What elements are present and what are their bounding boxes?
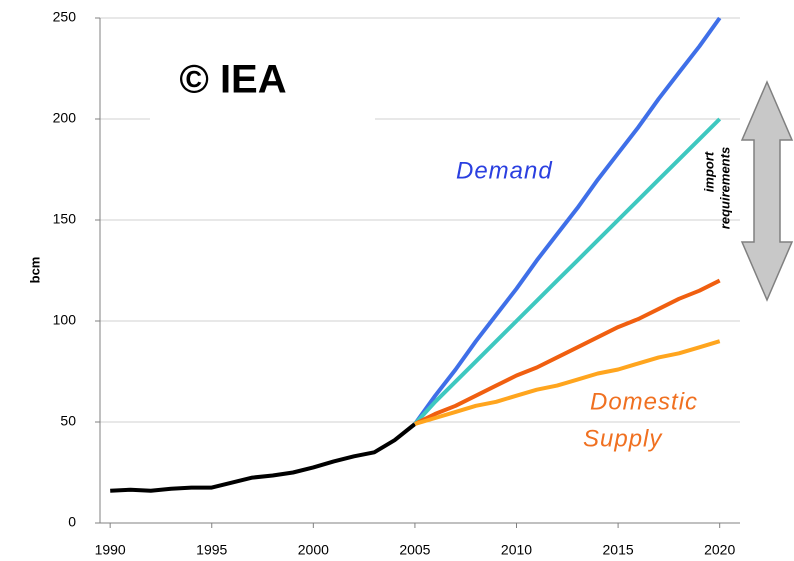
supply-label: Supply: [583, 425, 663, 452]
watermark-box: [150, 40, 375, 130]
x-tick-label: 2000: [298, 542, 329, 558]
y-axis-label: bcm: [27, 257, 42, 284]
series-line: [414, 339, 721, 426]
y-tick-label: 150: [53, 211, 77, 227]
supply-label: Domestic: [590, 388, 698, 415]
x-tick-label: 1990: [95, 542, 126, 558]
demand-label: Demand: [456, 157, 553, 184]
imports-label: requirements: [717, 147, 732, 229]
y-tick-label: 200: [53, 110, 77, 126]
import-arrow: [740, 80, 794, 302]
x-tick-label: 1995: [196, 542, 227, 558]
series-line: [110, 422, 417, 493]
grid-layer: [95, 16, 740, 528]
y-tick-label: 0: [68, 514, 76, 530]
x-tick-label: 2020: [704, 542, 735, 558]
x-tick-label: 2010: [501, 542, 532, 558]
series-line: [413, 117, 722, 426]
x-tick-label: 2005: [399, 542, 430, 558]
y-tick-label: 100: [53, 312, 77, 328]
series-line: [414, 278, 721, 426]
y-tick-label: 50: [60, 413, 76, 429]
watermark: © IEA: [179, 58, 286, 102]
x-tick-label: 2015: [603, 542, 634, 558]
series-line: [413, 16, 722, 426]
imports-label: import: [701, 151, 716, 192]
y-tick-label: 250: [53, 9, 77, 25]
